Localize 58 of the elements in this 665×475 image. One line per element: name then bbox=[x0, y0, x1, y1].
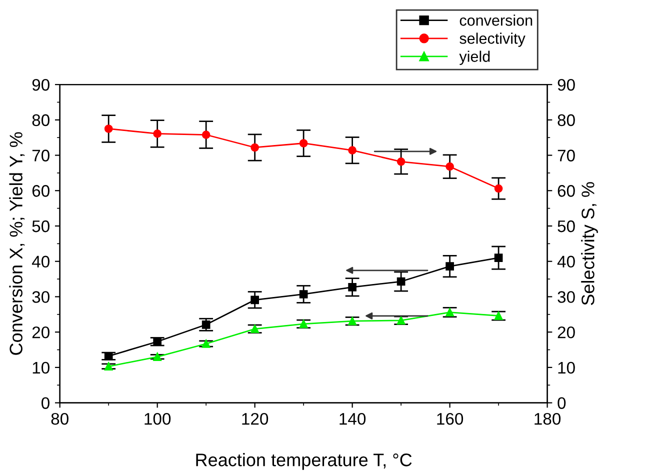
y2-tick-label: 0 bbox=[558, 397, 566, 410]
y2-axis-title: Selectivity S, % bbox=[581, 182, 598, 306]
point bbox=[494, 184, 503, 193]
x-tick-label: 180 bbox=[534, 412, 561, 425]
x-axis-title: Reaction temperature T, °C bbox=[196, 453, 412, 470]
y2-tick-label: 90 bbox=[558, 78, 575, 91]
y-tick-label: 0 bbox=[42, 397, 50, 410]
y-tick-label: 80 bbox=[32, 114, 50, 126]
point bbox=[250, 296, 259, 304]
point bbox=[348, 146, 356, 154]
point bbox=[104, 362, 113, 371]
point bbox=[348, 316, 356, 326]
legend-label: yield bbox=[459, 50, 490, 65]
legend-label: conversion bbox=[460, 14, 532, 26]
y2-tick-label: 80 bbox=[558, 114, 575, 126]
point bbox=[348, 283, 356, 292]
point bbox=[446, 162, 454, 171]
point bbox=[202, 340, 210, 348]
y-tick-label: 40 bbox=[32, 256, 50, 268]
y-tick-label: 50 bbox=[32, 220, 50, 232]
y2-tick-label: 30 bbox=[558, 291, 575, 303]
y2-tick-label: 70 bbox=[558, 150, 575, 162]
point bbox=[153, 130, 162, 138]
x-tick-label: 100 bbox=[144, 412, 171, 425]
x-tick-label: 80 bbox=[51, 412, 68, 425]
y-tick-label: 70 bbox=[32, 150, 50, 162]
point bbox=[446, 308, 454, 316]
y-axis-title: Conversion X, %; Yield Y, % bbox=[9, 132, 25, 355]
x-tick-label: 120 bbox=[242, 412, 268, 425]
point bbox=[104, 124, 113, 133]
point bbox=[153, 352, 162, 361]
point bbox=[396, 277, 406, 286]
point bbox=[250, 324, 259, 334]
point bbox=[299, 139, 308, 148]
point bbox=[202, 320, 210, 329]
point bbox=[202, 130, 210, 139]
point bbox=[153, 337, 162, 346]
y-tick-label: 90 bbox=[32, 78, 50, 91]
point bbox=[299, 320, 308, 328]
y2-tick-label: 50 bbox=[558, 220, 575, 232]
point bbox=[250, 143, 259, 152]
y-tick-label: 30 bbox=[32, 291, 50, 303]
y2-tick-label: 10 bbox=[558, 362, 575, 374]
y-tick-label: 10 bbox=[32, 362, 50, 374]
y2-tick-label: 40 bbox=[557, 256, 575, 268]
y2-tick-label: 20 bbox=[558, 326, 575, 338]
legend-label: selectivity bbox=[460, 32, 526, 47]
x-tick-label: 140 bbox=[340, 412, 366, 425]
point bbox=[494, 312, 503, 320]
y2-tick-label: 60 bbox=[558, 185, 575, 197]
x-tick-label: 160 bbox=[437, 412, 464, 425]
point bbox=[446, 262, 454, 270]
point bbox=[396, 316, 406, 325]
point bbox=[299, 290, 308, 298]
y-tick-label: 20 bbox=[32, 326, 50, 338]
point bbox=[494, 254, 503, 262]
y-tick-label: 60 bbox=[32, 185, 50, 197]
point bbox=[396, 157, 406, 166]
